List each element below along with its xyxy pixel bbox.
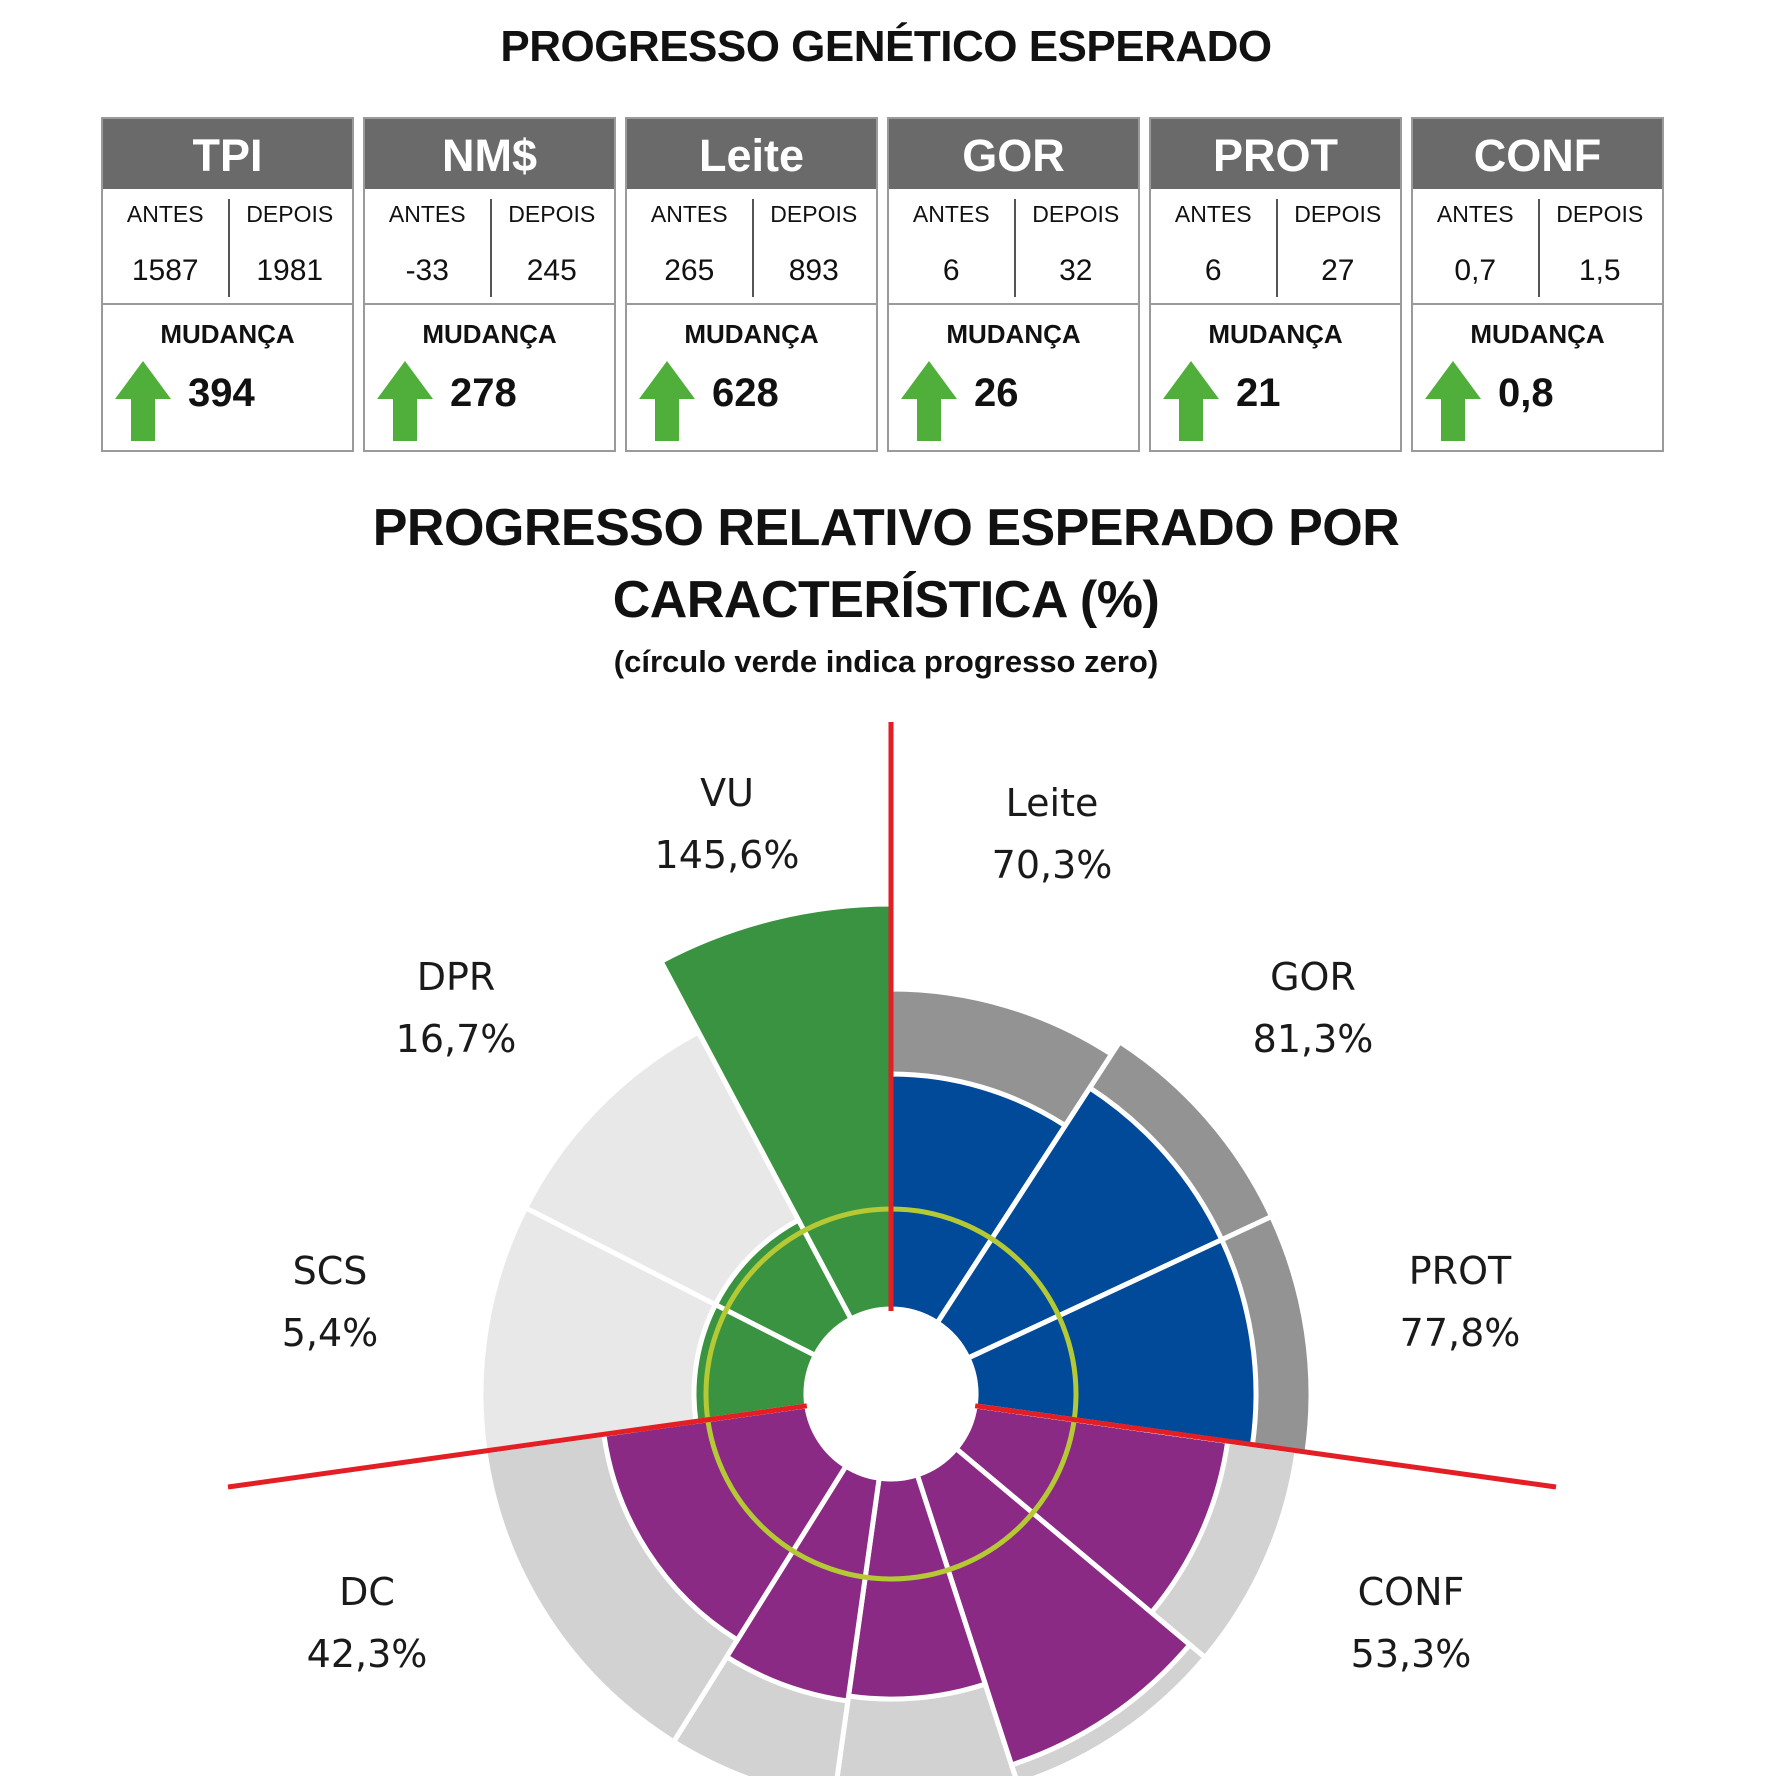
antes-label: ANTES (388, 201, 466, 227)
chart-subtitle: (círculo verde indica progresso zero) (613, 644, 1159, 679)
segment-label-vu: VU (700, 771, 754, 815)
mudanca-label: MUDANÇA (1208, 319, 1343, 349)
mudanca-label: MUDANÇA (1470, 319, 1605, 349)
antes-value: 1587 (131, 254, 199, 287)
segment-value-leite: 70,3% (992, 843, 1113, 887)
card-gor: GOR ANTES 6 DEPOIS 32 MUDANÇA 26 (887, 117, 1140, 452)
card-change: MUDANÇA 278 (365, 305, 614, 450)
antes-label: ANTES (1436, 201, 1514, 227)
depois-value: 245 (526, 254, 577, 287)
mudanca-label: MUDANÇA (422, 319, 557, 349)
card-title: TPI (103, 119, 352, 189)
card-before-after: ANTES 1587 DEPOIS 1981 (103, 189, 352, 305)
antes-label: ANTES (1174, 201, 1252, 227)
card-change: MUDANÇA 394 (103, 305, 352, 450)
antes-value: -33 (405, 254, 449, 287)
mudanca-label: MUDANÇA (684, 319, 819, 349)
segment-value-conf: 53,3% (1351, 1632, 1472, 1676)
divider (1537, 199, 1540, 297)
page-title: PROGRESSO GENÉTICO ESPERADO (500, 22, 1272, 71)
card-tpi: TPI ANTES 1587 DEPOIS 1981 MUDANÇA 394 (101, 117, 354, 452)
divider (1275, 199, 1278, 297)
segment-value-prot: 77,8% (1400, 1311, 1521, 1355)
mudanca-value: 394 (188, 371, 255, 415)
card-conf: CONF ANTES 0,7 DEPOIS 1,5 MUDANÇA 0,8 (1411, 117, 1664, 452)
mudanca-label: MUDANÇA (946, 319, 1081, 349)
segment-label-dpr: DPR (417, 955, 496, 999)
divider-line-left (227, 1403, 808, 1490)
antes-value: 6 (942, 254, 960, 287)
segment-label-dc: DC (339, 1570, 395, 1614)
depois-label: DEPOIS (508, 201, 596, 227)
antes-label: ANTES (912, 201, 990, 227)
depois-value: 1,5 (1578, 254, 1621, 287)
segment-value-vu: 145,6% (655, 833, 800, 877)
card-change: MUDANÇA 26 (889, 305, 1138, 450)
antes-label: ANTES (650, 201, 728, 227)
divider (751, 199, 754, 297)
depois-value: 893 (788, 254, 839, 287)
divider (489, 199, 492, 297)
segment-label-prot: PROT (1409, 1249, 1512, 1293)
mudanca-value: 21 (1236, 371, 1281, 415)
depois-value: 32 (1059, 254, 1093, 287)
depois-label: DEPOIS (1294, 201, 1382, 227)
arrow-up-icon (115, 361, 171, 441)
antes-label: ANTES (126, 201, 204, 227)
card-nm: NM$ ANTES -33 DEPOIS 245 MUDANÇA 278 (363, 117, 616, 452)
segment-value-scs: 5,4% (282, 1311, 379, 1355)
card-before-after: ANTES 6 DEPOIS 32 (889, 189, 1138, 305)
mudanca-value: 628 (712, 371, 779, 415)
card-title: GOR (889, 119, 1138, 189)
chart-title-line1: PROGRESSO RELATIVO ESPERADO POR (372, 499, 1400, 557)
antes-value: 0,7 (1454, 254, 1497, 287)
depois-label: DEPOIS (1556, 201, 1644, 227)
card-title: NM$ (365, 119, 614, 189)
segment-label-leite: Leite (1006, 781, 1099, 825)
segment-value-dc: 42,3% (307, 1632, 428, 1676)
divider-line-right (974, 1403, 1557, 1490)
card-before-after: ANTES 6 DEPOIS 27 (1151, 189, 1400, 305)
chart-title-line2: CARACTERÍSTICA (%) (612, 571, 1160, 629)
mudanca-value: 26 (974, 371, 1019, 415)
card-change: MUDANÇA 21 (1151, 305, 1400, 450)
depois-label: DEPOIS (1032, 201, 1120, 227)
depois-label: DEPOIS (246, 201, 334, 227)
divider (1013, 199, 1016, 297)
card-before-after: ANTES 0,7 DEPOIS 1,5 (1413, 189, 1662, 305)
segment-value-dpr: 16,7% (396, 1017, 517, 1061)
depois-value: 1981 (256, 254, 324, 287)
divider (227, 199, 230, 297)
segment-label-scs: SCS (293, 1249, 368, 1293)
card-change: MUDANÇA 628 (627, 305, 876, 450)
depois-value: 27 (1321, 254, 1355, 287)
card-before-after: ANTES 265 DEPOIS 893 (627, 189, 876, 305)
segment-value-gor: 81,3% (1253, 1017, 1374, 1061)
mudanca-value: 0,8 (1498, 371, 1554, 415)
arrow-up-icon (377, 361, 433, 441)
card-title: Leite (627, 119, 876, 189)
card-title: PROT (1151, 119, 1400, 189)
antes-value: 6 (1204, 254, 1222, 287)
chart-center (806, 1309, 976, 1479)
segment-label-gor: GOR (1270, 955, 1356, 999)
arrow-up-icon (1425, 361, 1481, 441)
arrow-up-icon (901, 361, 957, 441)
antes-value: 265 (664, 254, 715, 287)
card-leite: Leite ANTES 265 DEPOIS 893 MUDANÇA 628 (625, 117, 878, 452)
arrow-up-icon (639, 361, 695, 441)
card-title: CONF (1413, 119, 1662, 189)
arrow-up-icon (1163, 361, 1219, 441)
segment-label-conf: CONF (1358, 1570, 1465, 1614)
card-change: MUDANÇA 0,8 (1413, 305, 1662, 450)
mudanca-value: 278 (450, 371, 517, 415)
card-prot: PROT ANTES 6 DEPOIS 27 MUDANÇA 21 (1149, 117, 1402, 452)
mudanca-label: MUDANÇA (160, 319, 295, 349)
card-before-after: ANTES -33 DEPOIS 245 (365, 189, 614, 305)
depois-label: DEPOIS (770, 201, 858, 227)
